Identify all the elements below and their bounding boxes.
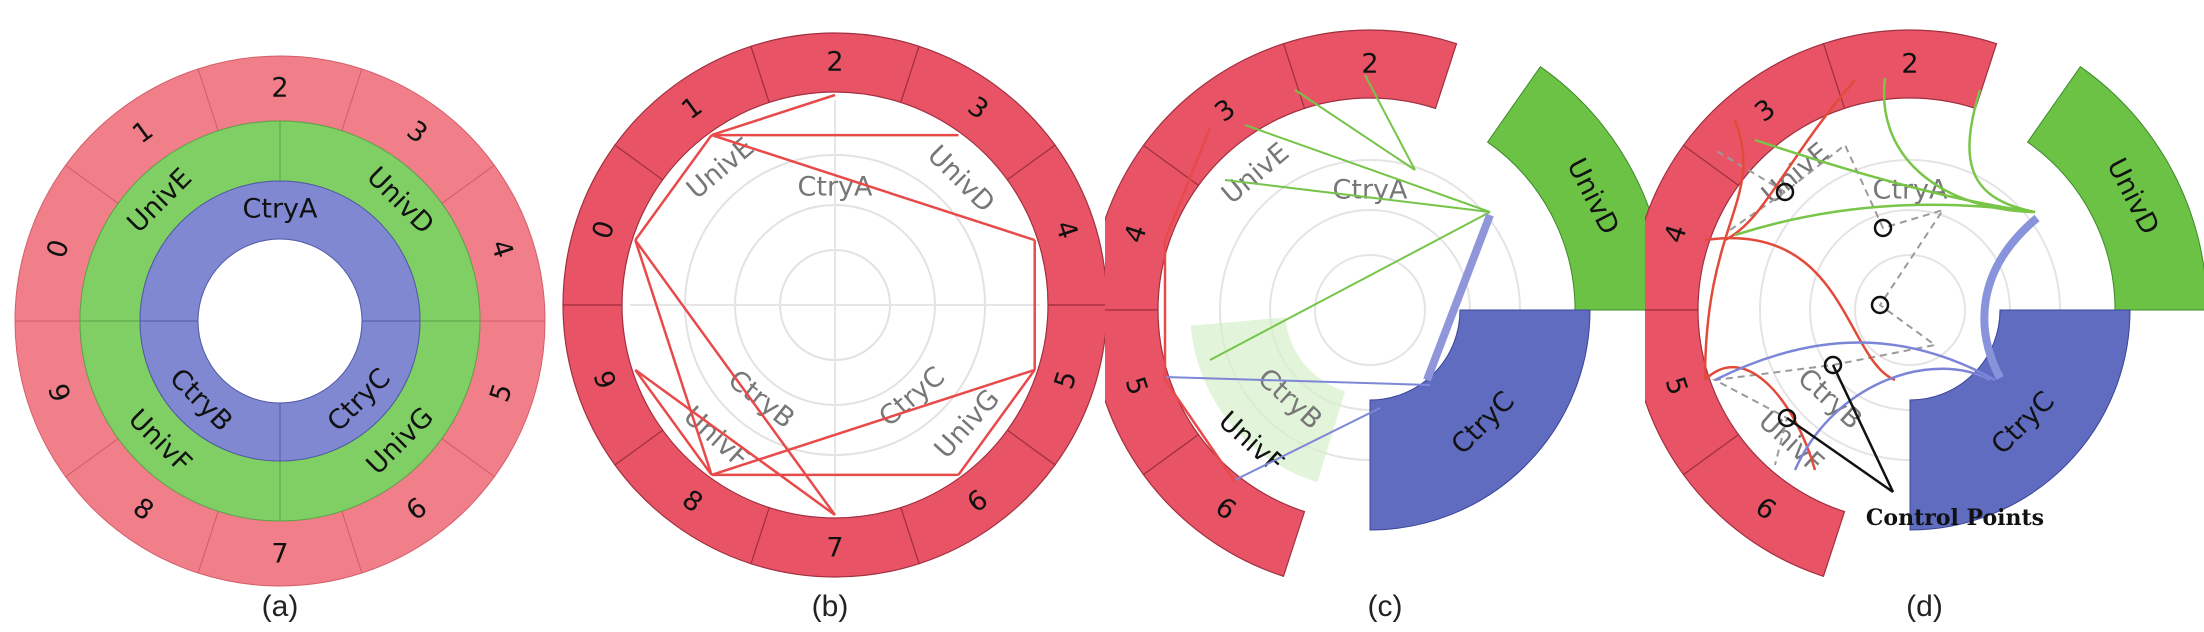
bundled-link-curve bbox=[1968, 89, 2036, 214]
control-point bbox=[1775, 182, 1795, 202]
control-point bbox=[1870, 295, 1890, 315]
caption-c: (c) bbox=[1367, 590, 1403, 623]
bundled-link-curve bbox=[1703, 119, 1745, 381]
link-line bbox=[1294, 89, 1416, 171]
ring-number-label: 2 bbox=[1901, 49, 1918, 80]
grid-circle bbox=[1854, 254, 1966, 366]
control-point bbox=[1777, 408, 1797, 428]
control-points-label: Control Points bbox=[1866, 505, 2044, 531]
ring-number-label: 7 bbox=[271, 539, 288, 570]
ring-segment bbox=[562, 304, 664, 466]
ctry-segment bbox=[279, 320, 421, 462]
panel-b: 0 1 2 3 4 5 6 7 8 9 UnivE UnivD UnivF UnivG CtryA CtryB… bbox=[550, 0, 1110, 632]
ctry-label: CtryA bbox=[798, 172, 874, 203]
bundled-link-curve bbox=[1704, 366, 1817, 471]
ring-segment bbox=[750, 506, 920, 578]
link-line bbox=[634, 134, 713, 241]
ring-segment bbox=[1682, 433, 1846, 578]
link-line bbox=[711, 133, 1036, 242]
ring-number-label: 7 bbox=[826, 533, 843, 564]
link-line bbox=[634, 239, 713, 476]
caption-a: (a) bbox=[261, 590, 299, 623]
caption-b: (b) bbox=[811, 590, 849, 623]
ring-segment bbox=[1006, 144, 1108, 306]
link-line bbox=[957, 369, 1036, 476]
annotation-arrow bbox=[1831, 364, 1895, 493]
bundled-link-curve bbox=[1714, 341, 1996, 382]
link-line bbox=[1224, 179, 1491, 213]
panel-a: 0 1 2 3 4 5 6 7 8 9 UnivE UnivD UnivF UnivG CtryA CtryB… bbox=[0, 0, 560, 632]
ctry-segment bbox=[139, 320, 281, 462]
ring-segment bbox=[900, 45, 1056, 181]
ring-segment bbox=[1006, 304, 1108, 466]
link-line bbox=[634, 368, 836, 517]
link-line bbox=[634, 239, 837, 516]
ring-segment bbox=[750, 32, 920, 104]
bundled-link-curve bbox=[1734, 203, 2036, 237]
annotation-arrow bbox=[1786, 416, 1894, 494]
ring-segment bbox=[614, 429, 770, 565]
ctryC-segment bbox=[1909, 309, 2131, 531]
bundled-link-curve bbox=[1754, 138, 2036, 214]
control-point bbox=[1873, 218, 1893, 238]
panel-c: 2 3 4 5 6 UnivD CtryC UnivE CtryA CtryB UnivF (c) bbox=[1089, 0, 1668, 632]
bundled-link-curve bbox=[1704, 236, 1896, 382]
link-line bbox=[1364, 74, 1416, 171]
univD-segment bbox=[2026, 66, 2204, 311]
ring-number-label: 2 bbox=[826, 47, 843, 78]
ring-number-label: 2 bbox=[271, 73, 288, 104]
link-line bbox=[1164, 376, 1431, 386]
control-polygon bbox=[1711, 143, 1946, 466]
control-point bbox=[1823, 355, 1843, 375]
link-line bbox=[711, 368, 1036, 477]
ring-segment bbox=[614, 45, 770, 181]
bundled-link-curve bbox=[1793, 367, 1991, 471]
bundled-link-curve bbox=[1724, 79, 1856, 242]
control-polygon bbox=[1714, 149, 1786, 193]
ring-number-label: 2 bbox=[1361, 49, 1378, 80]
link-line bbox=[634, 369, 713, 476]
link-line bbox=[711, 93, 836, 137]
caption-d: (d) bbox=[1906, 590, 1943, 623]
link-line bbox=[1234, 407, 1381, 481]
ctry-label: CtryA bbox=[243, 194, 319, 225]
link-line bbox=[1163, 127, 1237, 483]
univF-highlight bbox=[1190, 317, 1346, 483]
ctry-segment bbox=[139, 180, 421, 322]
bundled-link-bundle bbox=[1980, 214, 2040, 380]
link-line bbox=[1209, 211, 1491, 361]
panel-d: 2 3 4 5 6 UnivD CtryC UnivE CtryA CtryB UnivF Contr… bbox=[1629, 0, 2204, 632]
link-bundle bbox=[1423, 213, 1494, 382]
link-line bbox=[1244, 124, 1491, 213]
grid-circle bbox=[1314, 254, 1426, 366]
ctry-label: CtryC bbox=[873, 361, 951, 433]
ring-segment bbox=[900, 429, 1056, 565]
